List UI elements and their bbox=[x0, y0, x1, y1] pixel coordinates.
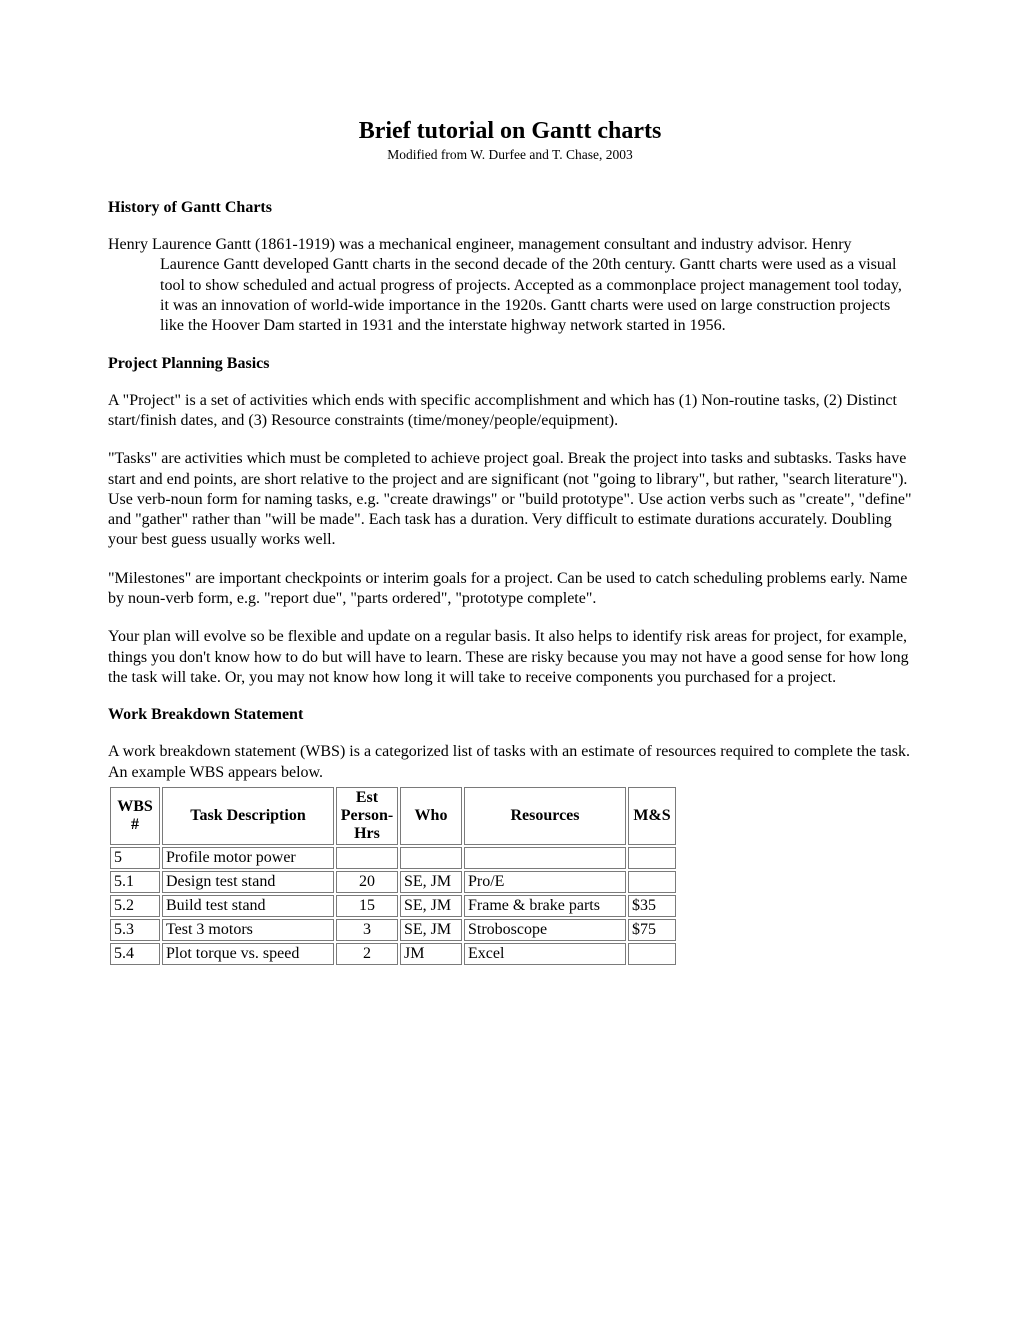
paragraph-milestones: "Milestones" are important checkpoints o… bbox=[108, 569, 912, 610]
section-heading-planning: Project Planning Basics bbox=[108, 355, 912, 373]
cell-hrs: 20 bbox=[336, 871, 398, 893]
cell-ms: $75 bbox=[628, 919, 676, 941]
cell-who: JM bbox=[400, 943, 462, 965]
th-ms: M&S bbox=[628, 787, 676, 845]
cell-res bbox=[464, 847, 626, 869]
cell-who: SE, JM bbox=[400, 895, 462, 917]
cell-wbs: 5.1 bbox=[110, 871, 160, 893]
cell-desc: Build test stand bbox=[162, 895, 334, 917]
table-row: 5 Profile motor power bbox=[110, 847, 676, 869]
cell-hrs: 15 bbox=[336, 895, 398, 917]
cell-hrs bbox=[336, 847, 398, 869]
cell-res: Frame & brake parts bbox=[464, 895, 626, 917]
cell-hrs: 3 bbox=[336, 919, 398, 941]
table-row: 5.1 Design test stand 20 SE, JM Pro/E bbox=[110, 871, 676, 893]
table-header-row: WBS # Task Description Est Person-Hrs Wh… bbox=[110, 787, 676, 845]
cell-ms bbox=[628, 943, 676, 965]
document-subtitle: Modified from W. Durfee and T. Chase, 20… bbox=[108, 147, 912, 163]
table-row: 5.2 Build test stand 15 SE, JM Frame & b… bbox=[110, 895, 676, 917]
cell-ms: $35 bbox=[628, 895, 676, 917]
cell-hrs: 2 bbox=[336, 943, 398, 965]
wbs-table: WBS # Task Description Est Person-Hrs Wh… bbox=[108, 785, 678, 967]
th-who: Who bbox=[400, 787, 462, 845]
cell-res: Pro/E bbox=[464, 871, 626, 893]
paragraph-project-def: A "Project" is a set of activities which… bbox=[108, 391, 912, 432]
cell-desc: Test 3 motors bbox=[162, 919, 334, 941]
document-title: Brief tutorial on Gantt charts bbox=[108, 118, 912, 145]
cell-wbs: 5.3 bbox=[110, 919, 160, 941]
cell-desc: Plot torque vs. speed bbox=[162, 943, 334, 965]
cell-who bbox=[400, 847, 462, 869]
paragraph-wbs-intro: A work breakdown statement (WBS) is a ca… bbox=[108, 742, 912, 783]
cell-who: SE, JM bbox=[400, 919, 462, 941]
cell-wbs: 5.2 bbox=[110, 895, 160, 917]
th-res: Resources bbox=[464, 787, 626, 845]
cell-desc: Profile motor power bbox=[162, 847, 334, 869]
cell-desc: Design test stand bbox=[162, 871, 334, 893]
paragraph-tasks: "Tasks" are activities which must be com… bbox=[108, 449, 912, 551]
table-row: 5.4 Plot torque vs. speed 2 JM Excel bbox=[110, 943, 676, 965]
paragraph-plan-evolve: Your plan will evolve so be flexible and… bbox=[108, 627, 912, 688]
th-hrs: Est Person-Hrs bbox=[336, 787, 398, 845]
cell-res: Stroboscope bbox=[464, 919, 626, 941]
cell-who: SE, JM bbox=[400, 871, 462, 893]
table-row: 5.3 Test 3 motors 3 SE, JM Stroboscope $… bbox=[110, 919, 676, 941]
cell-wbs: 5 bbox=[110, 847, 160, 869]
cell-ms bbox=[628, 871, 676, 893]
cell-ms bbox=[628, 847, 676, 869]
th-desc: Task Description bbox=[162, 787, 334, 845]
cell-res: Excel bbox=[464, 943, 626, 965]
cell-wbs: 5.4 bbox=[110, 943, 160, 965]
section-heading-history: History of Gantt Charts bbox=[108, 199, 912, 217]
th-wbs: WBS # bbox=[110, 787, 160, 845]
paragraph-history: Henry Laurence Gantt (1861-1919) was a m… bbox=[108, 235, 912, 337]
section-heading-wbs: Work Breakdown Statement bbox=[108, 706, 912, 724]
